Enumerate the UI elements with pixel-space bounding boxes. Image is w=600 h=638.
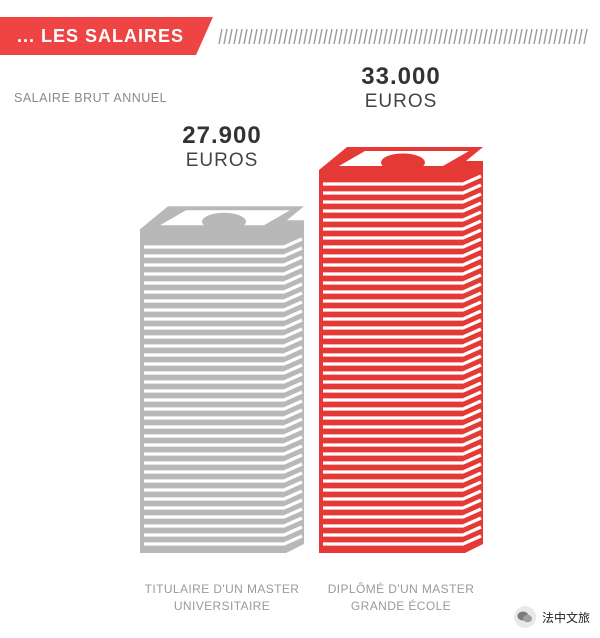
bill-stripe [144,426,303,438]
bill-stripe [144,237,303,249]
watermark-text: 法中文旅 [541,610,590,625]
bill-stripe [144,516,303,528]
watermark: 法中文旅 [513,606,590,628]
bill-stripe [144,273,303,285]
bill-stripe [323,264,482,276]
bar-0 [140,220,304,553]
bill-stripe [323,525,482,537]
bill-stripe [323,201,482,213]
chart-subtitle: SALAIRE BRUT ANNUEL [14,91,168,105]
category-label-master-universitaire: TITULAIRE D'UN MASTER UNIVERSITAIRE [112,581,332,615]
bill-stripe [323,291,482,303]
bill-stripe [144,435,303,447]
bill-stripe [144,291,303,303]
bill-stripe [144,300,303,312]
bill-stripe [323,507,482,519]
bill-stripe [323,192,482,204]
bill-stripe [144,327,303,339]
bill-stripe [323,534,482,546]
bill-stripe [144,471,303,483]
unit-label-grande-ecole: EUROS [364,91,438,112]
bill-stripe [323,498,482,510]
bill-stripe [144,480,303,492]
bill-stripe [323,318,482,330]
bill-stripe [144,381,303,393]
bill-stripe [144,534,303,546]
bill-stripe [144,336,303,348]
bill-stripe [144,255,303,267]
bill-stripe [323,363,482,375]
bill-stripe [323,219,482,231]
category-label-line: TITULAIRE D'UN MASTER [144,582,300,596]
bill-stripe [323,444,482,456]
bill-stripe [323,183,482,195]
bill-stripe [323,345,482,357]
bill-stripe [323,327,482,339]
value-label-grande-ecole: 33.000 [361,63,441,90]
bill-stripe [144,399,303,411]
header-title: ... LES SALAIRES [17,26,185,46]
bill-stripe [323,516,482,528]
category-label-line: UNIVERSITAIRE [173,599,271,613]
bill-stripe [323,354,482,366]
bill-stripe [323,381,482,393]
category-label-grande-ecole: DIPLÔMÉ D'UN MASTER GRANDE ÉCOLE [291,581,511,615]
bill-stripe [144,345,303,357]
bill-stripe [323,300,482,312]
bill-stripe [144,417,303,429]
bill-stripe [323,462,482,474]
bill-portrait [381,153,425,172]
category-label-line: GRANDE ÉCOLE [350,599,452,613]
header-hatch-decoration [218,29,588,44]
bill-stripe [144,318,303,330]
bill-stripe [323,408,482,420]
bill-stripe [323,273,482,285]
bill-stripe [144,264,303,276]
bill-stripe [144,498,303,510]
bill-stripe [323,480,482,492]
bill-stripe [323,228,482,240]
bill-stripe [144,507,303,519]
bill-stripe [323,471,482,483]
bill-stripe [144,453,303,465]
bill-stripe [144,354,303,366]
bill-stripe [323,237,482,249]
wechat-icon [513,606,536,628]
bill-stripe [144,444,303,456]
bill-stripe [323,246,482,258]
header-banner-shape [0,17,213,55]
bill-stripe [323,210,482,222]
bill-stripe [323,372,482,384]
bill-stripe [144,309,303,321]
bill-stripe [144,363,303,375]
bill-stripe [144,525,303,537]
category-label-line: DIPLÔMÉ D'UN MASTER [327,582,475,596]
bill-stripe [144,282,303,294]
bill-stripe [323,309,482,321]
bill-stripe [323,399,482,411]
bill-stripe [323,435,482,447]
header-banner: ... LES SALAIRES [0,17,213,55]
bill-stripe [323,453,482,465]
bill-stripe [144,246,303,258]
unit-label-master-universitaire: EUROS [185,150,259,172]
value-label-master-universitaire: 27.900 [182,122,262,150]
bill-stripe [144,462,303,474]
bill-stripe [144,489,303,501]
bill-stripe [323,255,482,267]
bill-stripe [323,174,482,186]
bill-stripe [323,282,482,294]
bill-stripe [323,390,482,402]
bill-stripe [144,408,303,420]
bill-portrait [202,212,246,231]
bill-stripe [323,426,482,438]
bill-stripe [144,390,303,402]
bill-stripe [144,372,303,384]
bill-stripe [323,417,482,429]
bill-stripe [323,489,482,501]
bill-stripe [323,336,482,348]
